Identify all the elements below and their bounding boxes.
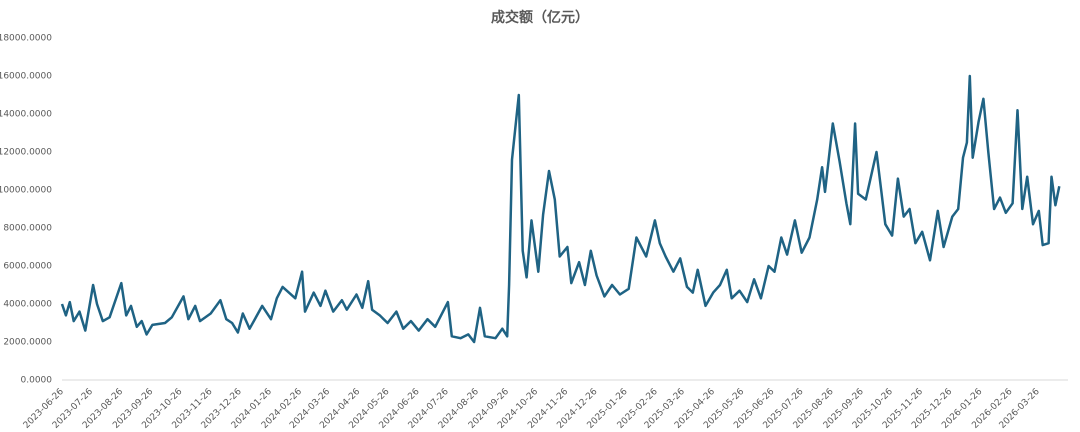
y-tick-label: 6000.0000 <box>3 262 52 272</box>
y-tick-label: 14000.0000 <box>0 110 52 120</box>
y-tick-label: 18000.0000 <box>0 34 52 44</box>
y-tick-label: 2000.0000 <box>3 338 52 348</box>
y-tick-label: 8000.0000 <box>3 224 52 234</box>
y-tick-label: 10000.0000 <box>0 186 52 196</box>
chart-title: 成交额（亿元） <box>491 9 589 26</box>
y-tick-label: 0.0000 <box>21 376 53 386</box>
y-tick-label: 4000.0000 <box>3 300 52 310</box>
y-tick-label: 12000.0000 <box>0 148 52 158</box>
y-tick-label: 16000.0000 <box>0 72 52 82</box>
series-line <box>60 74 1061 344</box>
